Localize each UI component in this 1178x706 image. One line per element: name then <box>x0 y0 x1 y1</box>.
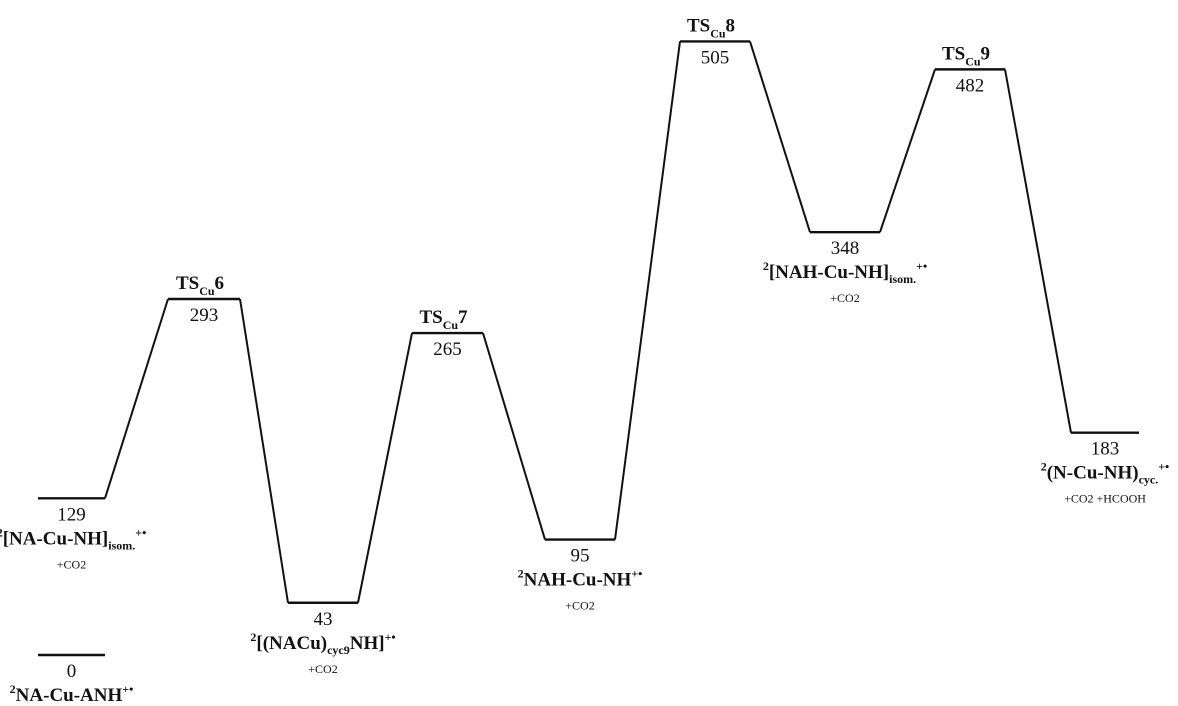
coproduct-note-p1: +CO2 +HCOOH <box>1064 492 1146 506</box>
coproduct-note-i1: +CO2 <box>57 557 86 571</box>
energy-value-i1: 129 <box>57 504 86 525</box>
energy-value-ts8: 505 <box>701 47 730 68</box>
energy-value-r0: 0 <box>67 661 77 682</box>
energy-value-p1: 183 <box>1091 439 1120 460</box>
species-label-i4: 2[NAH-Cu-NH]isom.+• <box>763 259 927 286</box>
connector-i4-ts9 <box>879 69 936 233</box>
species-label-i3: 2NAH-Cu-NH+• <box>518 567 643 591</box>
ts-label-ts7: TSCu7 <box>419 307 468 332</box>
species-label-r0: 2NA-Cu-ANH+• <box>10 682 134 706</box>
energy-value-ts9: 482 <box>956 75 985 96</box>
energy-value-i3: 95 <box>571 546 590 567</box>
connector-i1-ts6 <box>104 298 169 499</box>
energy-value-ts6: 293 <box>190 305 219 326</box>
energy-value-ts7: 265 <box>433 339 462 360</box>
ts-label-ts6: TSCu6 <box>176 273 224 298</box>
connector-i3-ts8 <box>614 41 681 540</box>
coproduct-note-i3: +CO2 <box>565 599 594 613</box>
energy-value-i4: 348 <box>831 238 860 259</box>
coproduct-note-i2: +CO2 <box>308 662 337 676</box>
species-label-p1: 2(N-Cu-NH)cyc.+• <box>1041 460 1170 487</box>
connector-ts9-p1 <box>1004 69 1072 433</box>
ts-label-ts9: TSCu9 <box>942 43 990 68</box>
coproduct-note-i4: +CO2 <box>830 291 859 305</box>
energy-value-i2: 43 <box>314 609 333 630</box>
connector-ts7-i3 <box>482 332 546 540</box>
connector-i2-ts7 <box>357 332 413 603</box>
connector-ts6-i2 <box>239 298 289 603</box>
species-label-i1: 2[NA-Cu-NH]isom.+• <box>0 525 146 552</box>
connector-ts8-i4 <box>749 41 811 233</box>
ts-label-ts8: TSCu8 <box>687 15 735 40</box>
species-label-i2: 2[(NACu)cyc9NH]+• <box>250 630 395 657</box>
